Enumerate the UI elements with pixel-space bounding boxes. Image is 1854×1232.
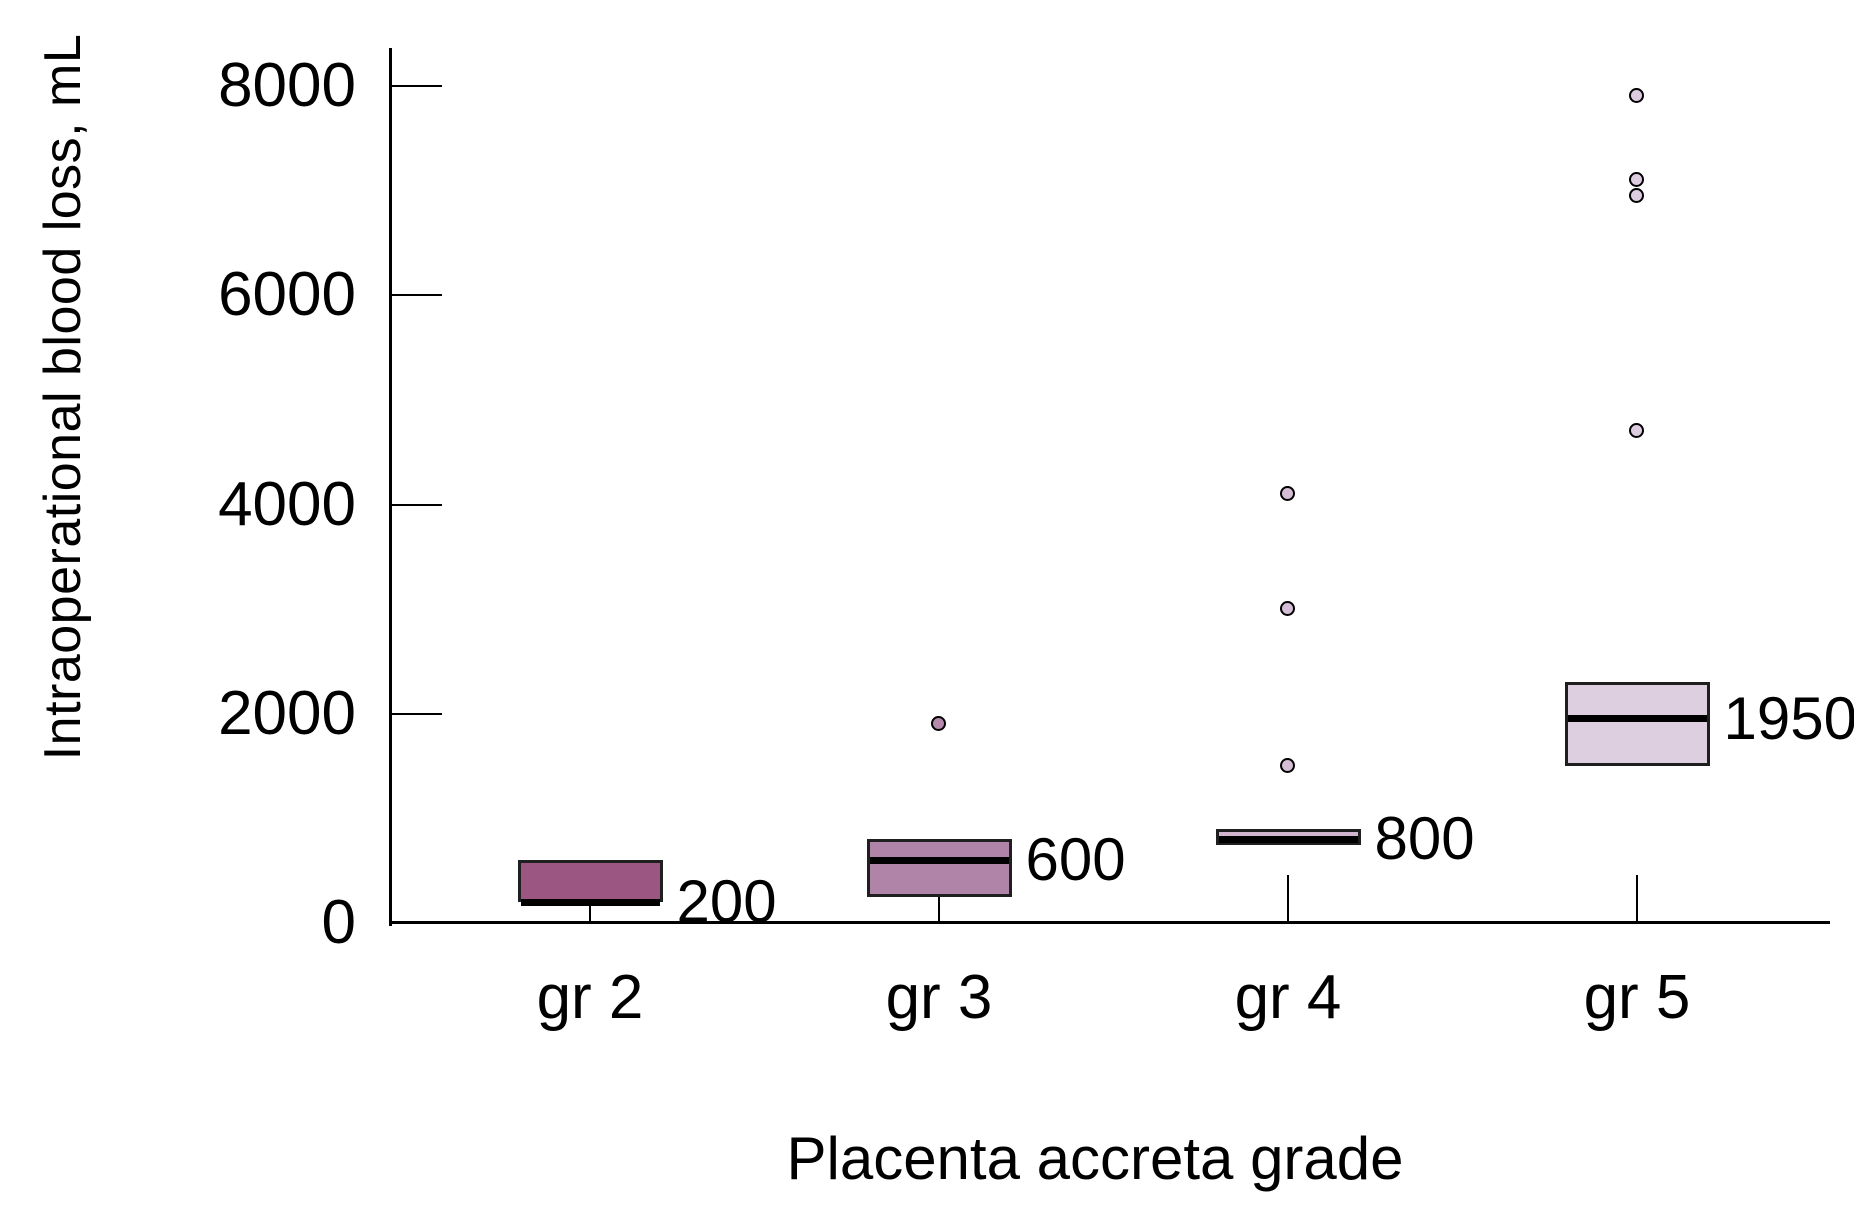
outlier-point xyxy=(1280,486,1295,502)
box-gr-5 xyxy=(1564,682,1710,767)
x-category-label: gr 4 xyxy=(1234,963,1342,1032)
y-tick-mark xyxy=(392,922,442,924)
box-gr-3 xyxy=(866,839,1012,897)
y-tick-mark xyxy=(392,503,442,506)
outlier-point xyxy=(1629,88,1644,104)
median-line xyxy=(520,898,660,906)
x-tick-mark xyxy=(938,875,940,923)
y-tick-label: 4000 xyxy=(218,469,356,539)
y-axis-line xyxy=(389,48,392,926)
outlier-point xyxy=(1629,187,1644,203)
median-value-label: 1950 xyxy=(1723,684,1854,752)
median-value-label: 600 xyxy=(1025,826,1126,894)
y-tick-mark xyxy=(392,85,442,87)
y-tick-mark xyxy=(392,294,442,297)
median-line xyxy=(1567,715,1707,723)
median-line xyxy=(869,856,1009,864)
y-tick-mark xyxy=(392,712,442,715)
outlier-point xyxy=(1280,601,1295,617)
x-category-label: gr 2 xyxy=(536,963,644,1032)
x-tick-mark xyxy=(1287,875,1289,923)
median-line xyxy=(1218,835,1358,843)
outlier-point xyxy=(1280,758,1295,774)
x-category-label: gr 5 xyxy=(1583,963,1691,1032)
median-value-label: 200 xyxy=(676,868,777,936)
y-tick-label: 0 xyxy=(321,888,356,957)
x-category-label: gr 3 xyxy=(885,963,993,1032)
y-axis-title: Intraoperational blood loss, mL xyxy=(34,33,92,761)
outlier-point xyxy=(1629,423,1644,439)
x-axis-title: Placenta accreta grade xyxy=(786,1125,1404,1192)
x-tick-mark xyxy=(1636,875,1638,923)
y-tick-label: 6000 xyxy=(218,260,356,330)
box-gr-2 xyxy=(517,860,663,903)
median-value-label: 800 xyxy=(1374,805,1475,873)
x-axis-line xyxy=(389,921,1830,924)
outlier-point xyxy=(1629,172,1644,188)
y-tick-label: 2000 xyxy=(218,678,356,748)
outlier-point xyxy=(931,716,946,732)
y-tick-label: 8000 xyxy=(218,51,356,120)
